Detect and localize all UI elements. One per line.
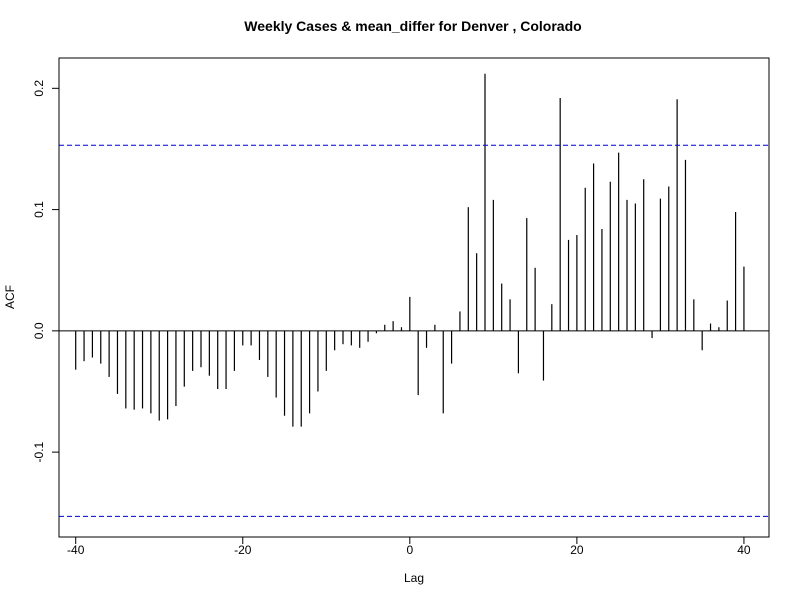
y-tick-label: 0.2 [32,80,46,97]
y-axis: -0.1 0.0 0.1 0.2 [32,80,60,462]
x-tick-label: -20 [234,543,252,557]
x-axis: -40 -20 0 20 40 [67,536,751,557]
y-tick-label: 0.0 [32,322,46,339]
y-tick-label: 0.1 [32,201,46,218]
y-tick-label: -0.1 [32,441,46,462]
y-axis-label: ACF [3,285,17,309]
x-tick-label: 0 [406,543,413,557]
x-tick-label: 40 [737,543,751,557]
x-axis-label: Lag [404,571,424,585]
chart-title: Weekly Cases & mean_differ for Denver , … [244,18,581,34]
bars-group [75,73,745,427]
x-tick-label: -40 [67,543,85,557]
confidence-bounds [59,144,769,517]
x-tick-label: 20 [570,543,584,557]
plot-frame [58,57,770,538]
